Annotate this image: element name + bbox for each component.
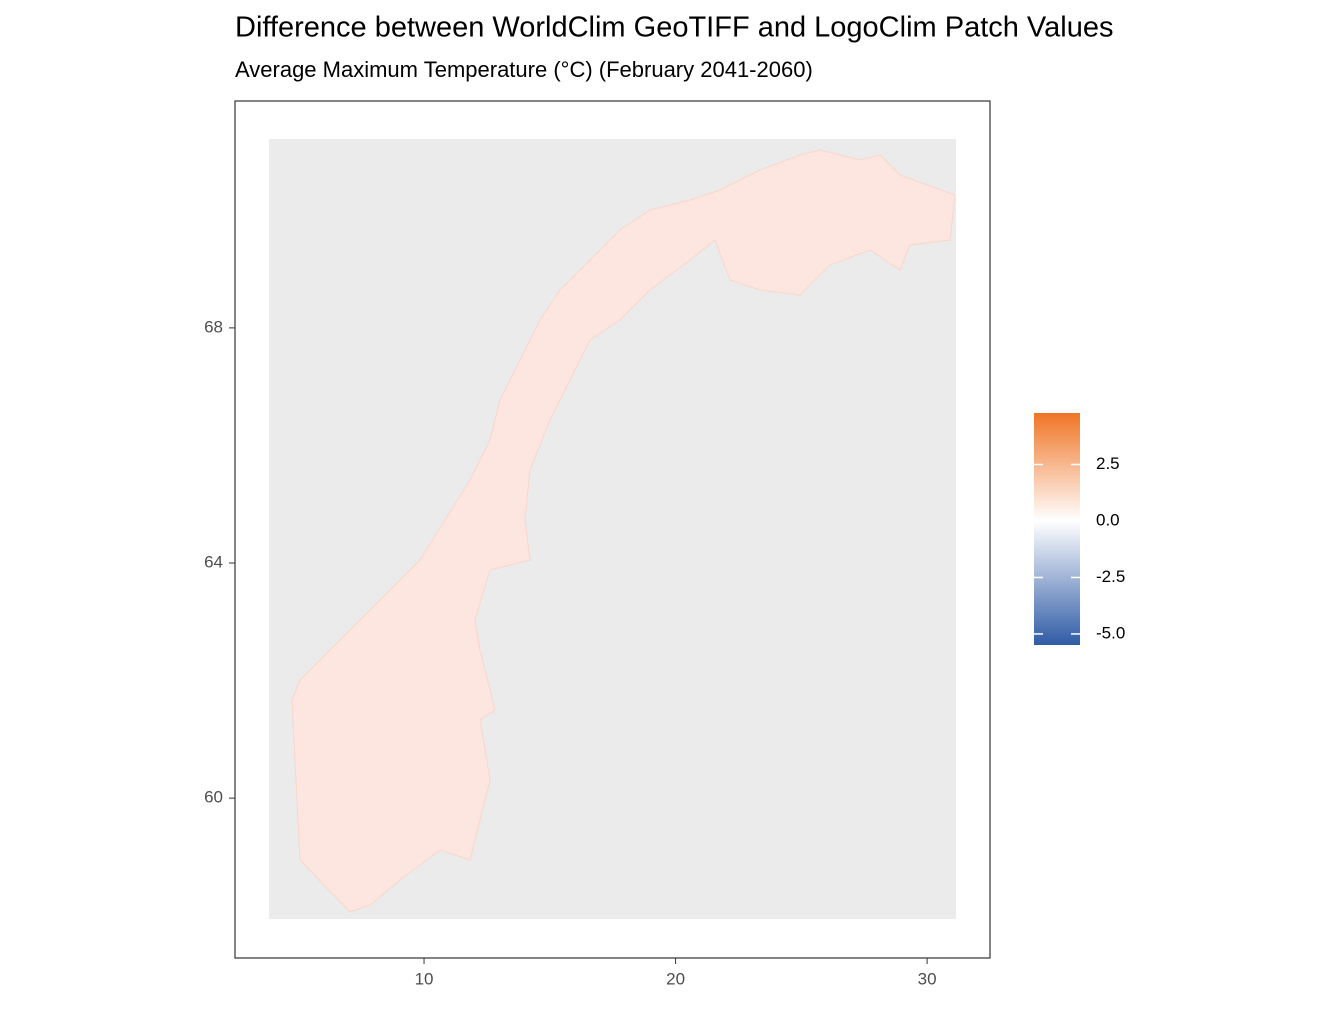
x-tick-label: 20 bbox=[666, 969, 685, 988]
colorbar-tick-label: -5.0 bbox=[1096, 623, 1125, 642]
chart-title: Difference between WorldClim GeoTIFF and… bbox=[235, 12, 1113, 44]
colorbar-tick-label: -2.5 bbox=[1096, 567, 1125, 586]
y-tick-label: 64 bbox=[204, 552, 223, 571]
land-shape bbox=[291, 149, 956, 913]
x-tick-label: 30 bbox=[918, 969, 937, 988]
x-tick-label: 10 bbox=[415, 969, 434, 988]
colorbar bbox=[1034, 413, 1080, 645]
colorbar-tick-label: 2.5 bbox=[1096, 454, 1120, 473]
y-tick-label: 68 bbox=[204, 317, 223, 336]
y-tick-label: 60 bbox=[204, 788, 223, 807]
colorbar-tick-label: 0.0 bbox=[1096, 510, 1120, 529]
chart-subtitle: Average Maximum Temperature (°C) (Februa… bbox=[235, 57, 813, 82]
